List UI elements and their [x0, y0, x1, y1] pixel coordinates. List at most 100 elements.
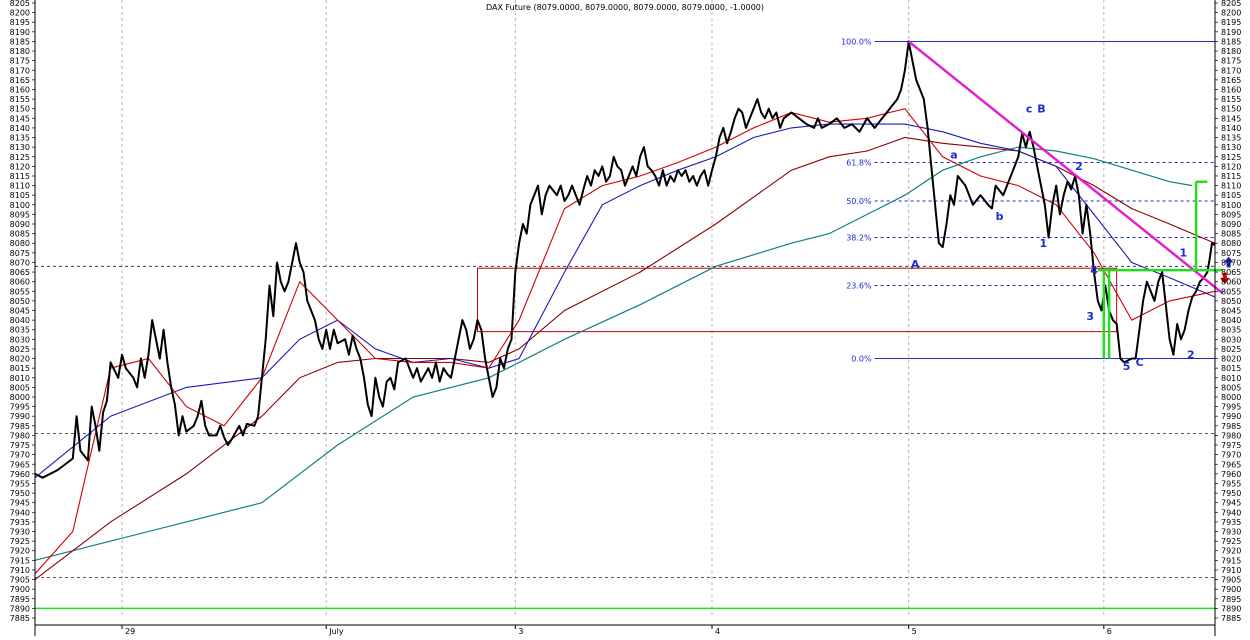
y-tick-label-left: 8200: [10, 9, 30, 18]
y-tick-label-left: 8010: [10, 374, 30, 383]
y-tick-label-left: 8120: [10, 162, 30, 171]
y-tick-label-right: 7900: [1221, 585, 1241, 594]
y-tick-label-left: 8090: [10, 220, 30, 229]
wave-label: 4: [1090, 264, 1098, 277]
y-tick-label-left: 8105: [10, 191, 30, 200]
y-tick-label-right: 8190: [1221, 28, 1241, 37]
y-tick-label-right: 8075: [1221, 249, 1241, 258]
y-tick-label-left: 8085: [10, 230, 30, 239]
fib-level-label: 38.2%: [846, 233, 872, 242]
y-tick-label-left: 8155: [10, 95, 30, 104]
y-tick-label-right: 8150: [1221, 105, 1241, 114]
y-tick-label-left: 8100: [10, 201, 30, 210]
y-tick-label-right: 8125: [1221, 153, 1241, 162]
y-tick-label-left: 8165: [10, 76, 30, 85]
y-tick-label-left: 8070: [10, 258, 30, 267]
y-tick-label-left: 7975: [10, 441, 30, 450]
y-tick-label-right: 8015: [1221, 364, 1241, 373]
y-tick-label-left: 8080: [10, 239, 30, 248]
y-tick-label-right: 8025: [1221, 345, 1241, 354]
y-tick-label-right: 7990: [1221, 412, 1241, 421]
y-tick-label-left: 8045: [10, 307, 30, 316]
y-tick-label-right: 7970: [1221, 451, 1241, 460]
y-tick-label-left: 8000: [10, 393, 30, 402]
y-tick-label-right: 8110: [1221, 182, 1241, 191]
y-tick-label-left: 7890: [10, 604, 30, 613]
y-tick-label-right: 7950: [1221, 489, 1241, 498]
y-tick-label-right: 8175: [1221, 57, 1241, 66]
y-tick-label-right: 8185: [1221, 37, 1241, 46]
y-tick-label-right: 8165: [1221, 76, 1241, 85]
y-tick-label-right: 8030: [1221, 335, 1241, 344]
wave-label: b: [996, 210, 1004, 223]
y-tick-label-right: 8010: [1221, 374, 1241, 383]
y-tick-label-right: 8020: [1221, 355, 1241, 364]
y-tick-label-left: 8110: [10, 182, 30, 191]
y-tick-label-left: 7950: [10, 489, 30, 498]
y-tick-label-right: 8050: [1221, 297, 1241, 306]
y-tick-label-right: 8170: [1221, 66, 1241, 75]
x-tick-label: 6: [1107, 627, 1112, 636]
y-tick-label-right: 7935: [1221, 518, 1241, 527]
chart-title: DAX Future (8079.0000, 8079.0000, 8079.0…: [486, 3, 764, 12]
price-series: [34, 40, 1216, 479]
y-tick-label-left: 8125: [10, 153, 30, 162]
fib-level-label: 0.0%: [851, 355, 872, 364]
y-tick-label-left: 8115: [10, 172, 30, 181]
y-tick-label-right: 7895: [1221, 595, 1241, 604]
x-tick-label: 5: [912, 627, 917, 636]
y-tick-label-right: 7920: [1221, 547, 1241, 556]
y-tick-label-left: 7940: [10, 508, 30, 517]
y-tick-label-left: 8150: [10, 105, 30, 114]
y-tick-label-right: 7890: [1221, 604, 1241, 613]
y-tick-label-left: 8020: [10, 355, 30, 364]
y-tick-label-left: 8040: [10, 316, 30, 325]
y-tick-label-left: 8005: [10, 383, 30, 392]
y-tick-label-left: 8030: [10, 335, 30, 344]
y-tick-label-left: 8025: [10, 345, 30, 354]
y-tick-label-left: 7920: [10, 547, 30, 556]
y-tick-label-left: 8075: [10, 249, 30, 258]
y-tick-label-right: 8055: [1221, 287, 1241, 296]
ma-blue-series: [34, 123, 1216, 479]
y-tick-label-right: 8105: [1221, 191, 1241, 200]
y-tick-label-right: 7925: [1221, 537, 1241, 546]
range-box: [477, 267, 1118, 333]
y-tick-label-left: 8145: [10, 114, 30, 123]
y-tick-label-left: 7985: [10, 422, 30, 431]
fib-level-label: 61.8%: [846, 159, 872, 168]
y-tick-label-right: 7980: [1221, 431, 1241, 440]
arrow-up-icon: [1223, 256, 1234, 268]
y-tick-label-left: 7970: [10, 451, 30, 460]
y-tick-label-left: 8135: [10, 134, 30, 143]
y-tick-label-right: 7995: [1221, 403, 1241, 412]
wave-label: C: [1136, 356, 1144, 369]
y-tick-label-right: 8120: [1221, 162, 1241, 171]
arrow-down-icon: [1219, 272, 1230, 284]
y-tick-label-right: 8060: [1221, 278, 1241, 287]
y-tick-label-right: 7965: [1221, 460, 1241, 469]
x-tick-label: 29: [125, 627, 135, 636]
y-tick-label-left: 8060: [10, 278, 30, 287]
y-tick-label-left: 8170: [10, 66, 30, 75]
y-tick-label-right: 8090: [1221, 220, 1241, 229]
y-tick-label-right: 8005: [1221, 383, 1241, 392]
wave-label: B: [1037, 103, 1045, 116]
ma-teal-series: [34, 146, 1193, 561]
y-tick-label-right: 8155: [1221, 95, 1241, 104]
y-tick-label-right: 8100: [1221, 201, 1241, 210]
y-tick-label-right: 7975: [1221, 441, 1241, 450]
x-tick-label: 3: [518, 627, 523, 636]
y-tick-label-left: 7885: [10, 614, 30, 623]
y-tick-label-right: 7955: [1221, 479, 1241, 488]
y-tick-label-right: 8130: [1221, 143, 1241, 152]
y-tick-label-left: 7900: [10, 585, 30, 594]
y-tick-label-left: 8055: [10, 287, 30, 296]
y-tick-label-left: 7910: [10, 566, 30, 575]
y-tick-label-right: 8200: [1221, 9, 1241, 18]
y-tick-label-right: 8045: [1221, 307, 1241, 316]
y-tick-label-left: 8195: [10, 18, 30, 27]
wave-label: 2: [1075, 160, 1083, 173]
y-tick-label-right: 8140: [1221, 124, 1241, 133]
